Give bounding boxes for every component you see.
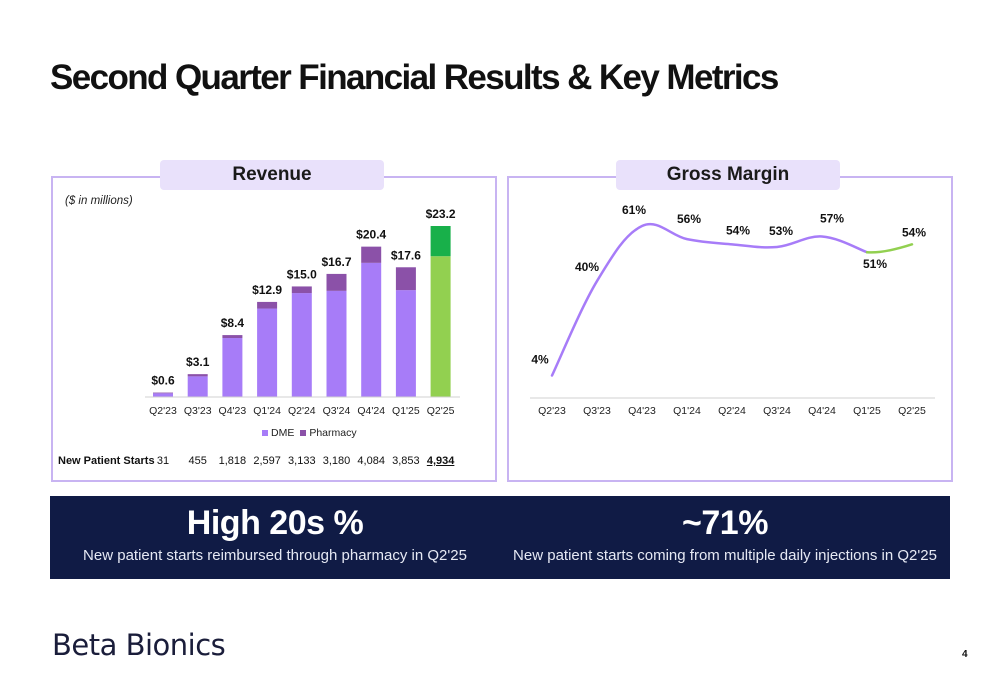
x-tick-label: Q2'24 [718, 405, 746, 417]
legend-item-dme: DME [262, 427, 294, 439]
page-number: 4 [962, 649, 968, 660]
bar-pharmacy [187, 374, 208, 377]
x-tick-label: Q1'24 [253, 405, 281, 417]
bar-dme [153, 393, 173, 397]
bar-total-label: $0.6 [151, 374, 175, 388]
units-note: ($ in millions) [65, 195, 133, 207]
bar-dme [222, 338, 243, 397]
data-label: 40% [575, 260, 599, 274]
bar-pharmacy [430, 226, 451, 257]
x-tick-label: Q4'24 [808, 405, 836, 417]
new-patient-starts-value: 455 [188, 455, 207, 467]
kpi-mdi: ~71% New patient starts coming from mult… [500, 496, 950, 564]
data-label: 61% [622, 203, 646, 217]
kpi-mdi-value: ~71% [682, 504, 768, 542]
new-patient-starts-value: 4,084 [357, 455, 385, 467]
gross-margin-header: Gross Margin [616, 160, 840, 190]
x-tick-label: Q3'23 [583, 405, 611, 417]
new-patient-starts-value: 1,818 [218, 455, 247, 467]
x-tick-label: Q2'23 [149, 405, 177, 417]
bar-pharmacy [326, 273, 347, 291]
bar-dme [257, 308, 278, 397]
new-patient-starts-value: 4,934 [426, 455, 455, 467]
gross-margin-panel [507, 176, 953, 482]
kpi-pharmacy-value: High 20s % [186, 504, 364, 542]
bar-pharmacy [153, 392, 173, 394]
x-tick-label: Q2'25 [898, 405, 926, 417]
x-tick-label: Q4'23 [628, 405, 656, 417]
x-tick-label: Q1'25 [853, 405, 881, 417]
bar-total-label: $20.4 [356, 228, 386, 242]
x-tick-label: Q4'24 [357, 405, 385, 417]
revenue-header: Revenue [160, 160, 384, 190]
kpi-mdi-caption: New patient starts coming from multiple … [513, 547, 937, 564]
data-label: 54% [902, 225, 926, 239]
new-patient-starts-value: 2,597 [253, 455, 281, 467]
page-title: Second Quarter Financial Results & Key M… [50, 58, 779, 97]
bar-dme [326, 290, 347, 397]
bar-total-label: $8.4 [221, 316, 245, 330]
new-patient-starts-value: 3,180 [322, 455, 351, 467]
kpi-banner: High 20s % New patient starts reimbursed… [50, 496, 950, 579]
bar-total-label: $15.0 [287, 267, 317, 281]
new-patient-starts-label: New Patient Starts [58, 455, 155, 467]
x-tick-label: Q1'24 [673, 405, 701, 417]
beta-bionics-logo: Beta Bionics [52, 628, 226, 662]
legend-swatch-pharmacy [300, 430, 307, 436]
new-patient-starts-value: 3,853 [392, 455, 420, 467]
kpi-pharmacy-caption: New patient starts reimbursed through ph… [83, 547, 467, 564]
data-label: 56% [677, 212, 701, 226]
revenue-legend: DME Pharmacy [262, 427, 357, 439]
x-tick-label: Q3'23 [184, 405, 212, 417]
data-label: 4% [531, 353, 549, 367]
legend-label-dme: DME [271, 427, 295, 439]
x-tick-label: Q3'24 [323, 405, 351, 417]
kpi-pharmacy: High 20s % New patient starts reimbursed… [50, 496, 500, 564]
bar-dme [361, 262, 382, 397]
x-tick-label: Q2'25 [427, 405, 455, 417]
bar-dme [395, 290, 416, 397]
bar-pharmacy [257, 301, 278, 309]
legend-item-pharmacy: Pharmacy [300, 427, 357, 439]
bar-pharmacy [395, 267, 416, 291]
new-patient-starts-value: 3,133 [288, 455, 316, 467]
data-label: 54% [726, 223, 750, 237]
bar-total-label: $23.2 [426, 207, 456, 221]
data-label: 51% [863, 257, 887, 271]
x-tick-label: Q4'23 [219, 405, 247, 417]
bar-dme [291, 293, 312, 397]
bar-total-label: $16.7 [321, 255, 351, 269]
legend-label-pharmacy: Pharmacy [309, 427, 357, 439]
bar-pharmacy [222, 335, 243, 339]
legend-swatch-dme [262, 430, 268, 436]
x-tick-label: Q2'23 [538, 405, 566, 417]
x-tick-label: Q1'25 [392, 405, 420, 417]
bar-dme [430, 256, 451, 397]
bar-total-label: $3.1 [186, 355, 210, 369]
bar-pharmacy [291, 286, 312, 294]
x-tick-label: Q2'24 [288, 405, 316, 417]
bar-total-label: $12.9 [252, 283, 282, 297]
bar-total-label: $17.6 [391, 248, 421, 262]
data-label: 53% [769, 224, 793, 238]
bar-dme [187, 376, 208, 397]
new-patient-starts-value: 31 [156, 455, 170, 467]
gross-margin-line-current [865, 243, 914, 254]
bar-pharmacy [361, 246, 382, 263]
data-label: 57% [820, 211, 844, 225]
gross-margin-line [550, 223, 869, 377]
x-tick-label: Q3'24 [763, 405, 791, 417]
